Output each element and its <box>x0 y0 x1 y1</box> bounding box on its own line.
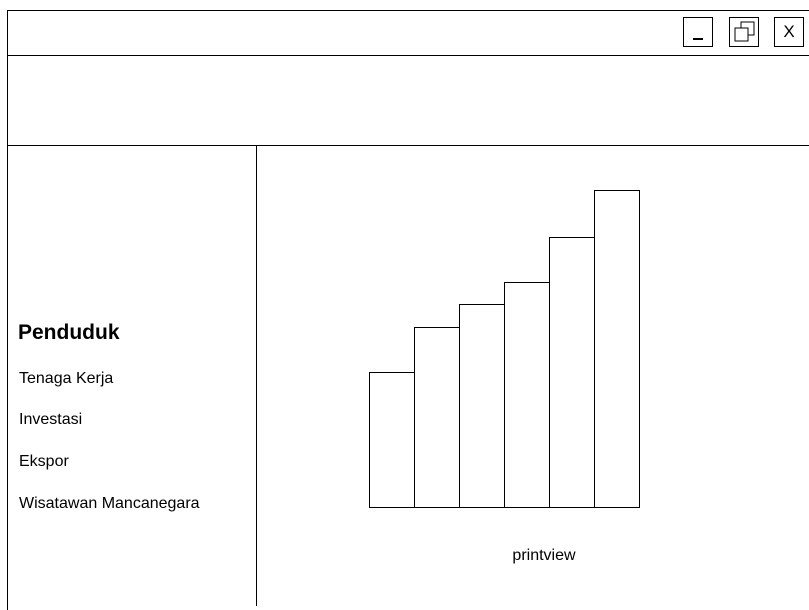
chart-bar <box>594 190 640 508</box>
close-button[interactable]: X <box>774 17 804 47</box>
menu-title-penduduk[interactable]: Penduduk <box>18 321 120 344</box>
minimize-icon <box>693 38 703 40</box>
chart-bar <box>414 327 460 508</box>
app-window: X Penduduk Tenaga Kerja Investasi Ekspor… <box>7 10 809 610</box>
header-band <box>8 56 809 146</box>
sidebar: Penduduk Tenaga Kerja Investasi Ekspor W… <box>8 146 257 606</box>
chart-area: printview <box>257 146 809 604</box>
menu-item-tenaga-kerja[interactable]: Tenaga Kerja <box>19 370 114 387</box>
close-icon: X <box>783 22 795 41</box>
restore-button[interactable] <box>729 17 759 47</box>
chart-bar <box>549 237 595 508</box>
menu-item-ekspor[interactable]: Ekspor <box>19 453 69 470</box>
restore-icon <box>734 21 755 42</box>
chart-bar <box>504 282 550 508</box>
title-bar: X <box>8 11 809 56</box>
chart-bar <box>459 304 505 508</box>
menu-item-investasi[interactable]: Investasi <box>19 411 83 428</box>
bar-chart <box>369 190 640 508</box>
menu-item-wisatawan-mancanegara[interactable]: Wisatawan Mancanegara <box>19 495 200 512</box>
printview-caption: printview <box>512 547 576 564</box>
chart-bar <box>369 372 415 508</box>
minimize-button[interactable] <box>683 17 713 47</box>
